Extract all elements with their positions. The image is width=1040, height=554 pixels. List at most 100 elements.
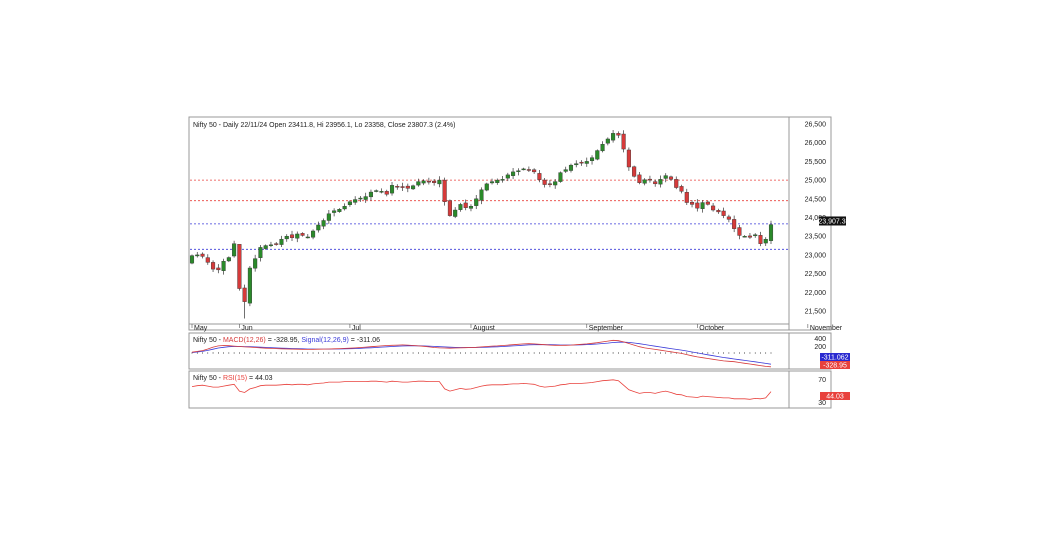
candle-body (563, 169, 568, 172)
candle-body (363, 196, 368, 200)
candle-body (368, 191, 374, 198)
candle-body (668, 176, 674, 180)
price-ytick: 22,000 (805, 290, 827, 297)
candle-body (258, 247, 263, 258)
candle-body (337, 209, 342, 212)
candle-body (679, 186, 684, 192)
month-label: Jul (352, 325, 361, 332)
candle-body (463, 202, 468, 208)
candle-body (768, 224, 774, 241)
candle-body (547, 183, 552, 185)
rsi-lines (191, 379, 772, 400)
macd-ytick-400: 400 (814, 336, 826, 343)
price-ytick: 26,500 (805, 122, 827, 129)
last-price-marker: 23,907.3 (818, 216, 846, 226)
candle-body (584, 161, 589, 164)
month-label: August (473, 325, 495, 332)
candle-body (300, 233, 305, 236)
candle-body (632, 166, 637, 177)
candle-body (747, 235, 752, 238)
candle-body (226, 257, 231, 262)
candle-body (742, 235, 747, 238)
candle-body (642, 179, 647, 184)
price-chart-title: Nifty 50 - Daily 22/11/24 Open 23411.8, … (193, 122, 455, 129)
candle-body (611, 133, 616, 141)
signal-value-label: -311.062 (821, 355, 848, 362)
candle-body (221, 261, 226, 271)
price-ytick: 25,500 (805, 159, 827, 166)
month-label: October (699, 325, 725, 332)
rsi-ytick-70: 70 (818, 377, 826, 384)
candle-body (505, 174, 510, 179)
candle-body (411, 185, 416, 190)
candle-body (211, 262, 216, 270)
macd-value-box (820, 361, 850, 369)
last-price-label: 23,907.3 (818, 218, 845, 225)
candle-body (495, 179, 500, 183)
candle-body (395, 186, 400, 188)
price-ytick: 24,000 (805, 215, 827, 222)
candle-body (447, 200, 452, 216)
macd-line (191, 339, 772, 368)
candle-body (405, 185, 410, 189)
price-xaxis: May Jun Jul August September October November (191, 324, 843, 332)
candle-body (721, 210, 726, 216)
candle-body (595, 150, 600, 160)
rsi-value-box (820, 392, 850, 400)
candle-body (716, 210, 721, 213)
rsi-panel-frame (188, 370, 832, 409)
candle-body (205, 257, 210, 263)
rsi-value-label: 44.03 (826, 394, 844, 401)
candle-body (621, 133, 626, 150)
month-label: September (589, 325, 624, 332)
candle-body (453, 209, 458, 217)
macd-panel-frame (188, 332, 832, 370)
candle-body (442, 179, 447, 202)
candle-body (484, 183, 489, 191)
candle-body (753, 234, 758, 237)
candle-body (279, 238, 284, 245)
macd-ytick-200: 200 (814, 344, 826, 351)
macd-lines (191, 339, 772, 368)
candle-body (737, 227, 742, 236)
candle-body (195, 254, 200, 257)
candle-body (326, 213, 331, 221)
price-yaxis: 26,500 26,000 25,500 25,000 24,500 24,000 23,5… (805, 122, 827, 316)
candle-body (374, 190, 379, 192)
candle-body (263, 245, 268, 249)
rsi-title: Nifty 50 - RSI(15) = 44.03 (193, 375, 273, 382)
candle-body (353, 199, 358, 203)
candle-body (432, 180, 437, 183)
candle-body (437, 179, 442, 185)
candle-body (626, 149, 631, 168)
price-ytick: 26,000 (805, 140, 827, 147)
candle-body (284, 235, 289, 240)
candle-body (332, 210, 337, 213)
candle-body (400, 186, 405, 188)
candle-body (416, 181, 421, 186)
candle-body (289, 234, 295, 238)
candle-body (247, 267, 252, 304)
price-ytick: 22,500 (805, 271, 827, 278)
candle-body (532, 169, 537, 173)
candle-body (558, 172, 563, 182)
candle-body (663, 175, 668, 179)
candle-body (489, 181, 495, 184)
candle-body (705, 201, 710, 205)
candle-body (542, 179, 547, 185)
rsi-ytick-30: 30 (818, 400, 826, 407)
candle-body (479, 189, 484, 201)
candle-body (616, 133, 621, 136)
candle-body (653, 181, 658, 185)
candle-body (637, 174, 642, 183)
candle-body (384, 191, 389, 195)
macd-title: Nifty 50 - MACD(12,26) = -328.95, Signal… (193, 337, 380, 344)
candle-body (684, 192, 689, 203)
candle-body (268, 244, 273, 247)
candle-body (305, 236, 310, 239)
candle-body (589, 157, 595, 162)
price-candles (189, 129, 774, 319)
candle-body (726, 216, 731, 220)
